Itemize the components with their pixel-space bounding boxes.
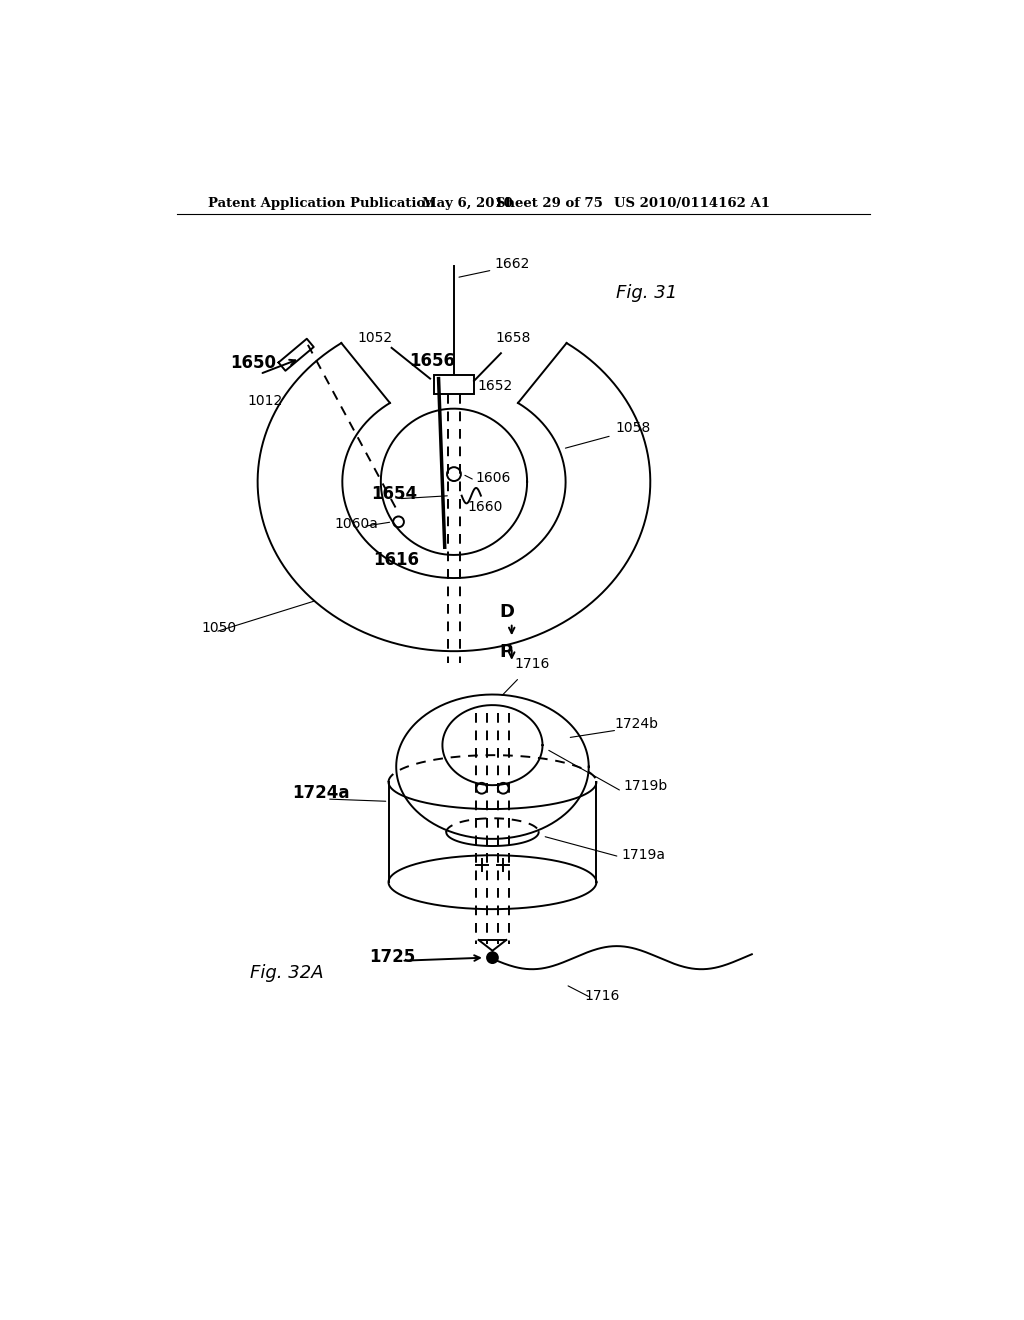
Text: US 2010/0114162 A1: US 2010/0114162 A1	[614, 197, 770, 210]
Text: 1050: 1050	[202, 620, 237, 635]
Text: 1650: 1650	[230, 354, 276, 372]
Text: P: P	[500, 643, 513, 660]
Text: 1058: 1058	[615, 421, 651, 434]
Bar	[434, 375, 474, 395]
Text: 1656: 1656	[410, 351, 456, 370]
Text: May 6, 2010: May 6, 2010	[422, 197, 512, 210]
Text: 1606: 1606	[475, 471, 511, 484]
Text: 1654: 1654	[371, 484, 417, 503]
Text: 1719a: 1719a	[622, 849, 666, 862]
Text: 1725: 1725	[370, 948, 416, 965]
Text: Patent Application Publication: Patent Application Publication	[208, 197, 434, 210]
Circle shape	[487, 952, 498, 964]
Text: 1724a: 1724a	[292, 784, 350, 801]
Text: 1616: 1616	[373, 550, 419, 569]
Text: Sheet 29 of 75: Sheet 29 of 75	[497, 197, 603, 210]
Text: 1719b: 1719b	[624, 779, 668, 793]
Text: 1662: 1662	[494, 256, 529, 271]
Text: 1652: 1652	[478, 379, 513, 393]
Text: 1012: 1012	[248, 393, 283, 408]
Text: Fig. 32A: Fig. 32A	[250, 965, 324, 982]
Text: 1060a: 1060a	[335, 517, 379, 531]
Text: D: D	[500, 602, 514, 620]
Text: 1716: 1716	[585, 989, 621, 1003]
Text: Fig. 31: Fig. 31	[615, 284, 677, 302]
Text: 1724b: 1724b	[614, 717, 658, 731]
Text: 1660: 1660	[468, 500, 503, 513]
Text: 1052: 1052	[357, 331, 392, 346]
Text: 1716: 1716	[514, 656, 550, 671]
Text: 1658: 1658	[496, 331, 530, 346]
